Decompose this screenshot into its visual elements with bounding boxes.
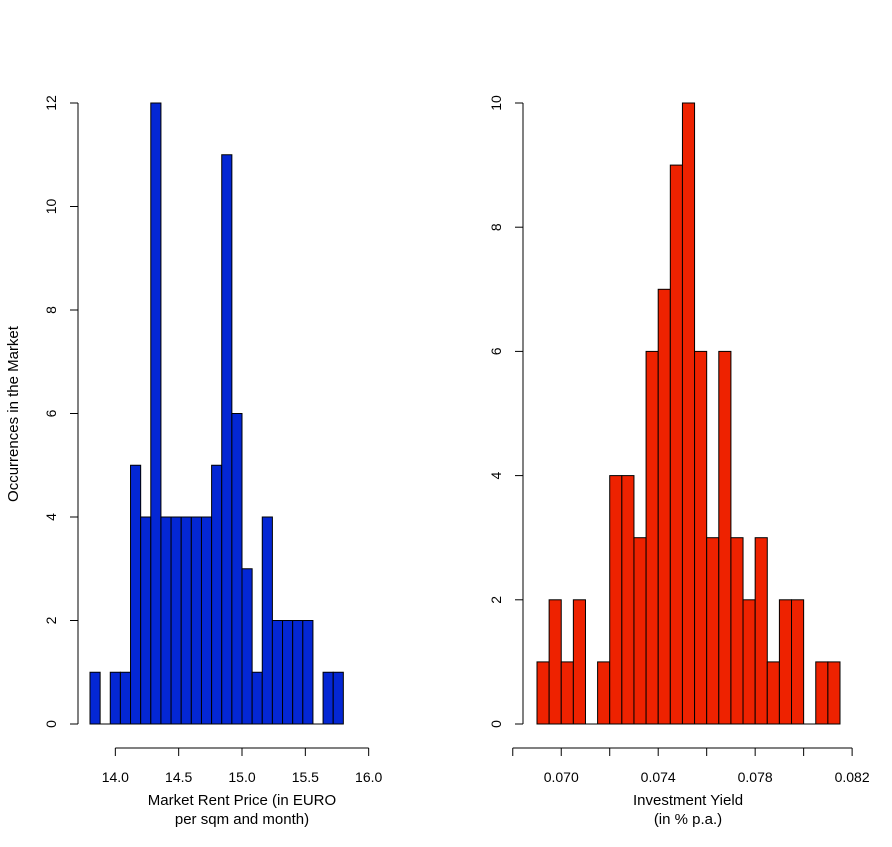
- histogram-bar: [827, 661, 841, 725]
- histogram-bar: [730, 537, 744, 725]
- histogram-bar: [742, 599, 756, 725]
- y-tick-label: 2: [43, 616, 59, 624]
- x-axis-title: Market Rent Price (in EURO: [148, 792, 336, 809]
- y-tick-label: 10: [43, 199, 59, 215]
- x-tick-label: 14.0: [102, 769, 129, 785]
- histogram-bar: [322, 671, 334, 725]
- y-tick-label: 0: [43, 720, 59, 728]
- histogram-bar: [681, 102, 696, 725]
- histogram-bar: [119, 671, 132, 725]
- y-tick-label: 8: [43, 306, 59, 314]
- y-tick-label: 0: [488, 720, 504, 728]
- histogram-bar: [109, 671, 121, 725]
- x-axis-title: per sqm and month): [175, 811, 309, 828]
- histogram-bar: [231, 413, 243, 725]
- histogram-bar: [261, 516, 273, 725]
- y-tick-label: 2: [488, 596, 504, 604]
- histogram-bar: [633, 537, 647, 725]
- histogram-bar: [282, 620, 294, 725]
- x-axis-title: Investment Yield: [633, 792, 743, 809]
- histogram-bar: [766, 661, 780, 725]
- x-tick-label: 0.074: [641, 769, 676, 785]
- x-tick-label: 16.0: [355, 769, 382, 785]
- y-tick-label: 6: [43, 409, 59, 417]
- histogram-bar: [778, 599, 793, 725]
- histogram-bar: [560, 661, 574, 725]
- histogram-bar: [251, 671, 263, 725]
- x-tick-label: 0.082: [835, 769, 870, 785]
- x-tick-label: 15.5: [292, 769, 319, 785]
- x-axis-title: (in % p.a.): [654, 811, 722, 828]
- histogram-bar: [706, 537, 720, 725]
- histogram-bar: [241, 568, 253, 725]
- histogram-bar: [160, 516, 172, 725]
- investment-yield-histogram: 0.070 0.074 0.078 0.082 0 2 4 6 8 10 Investment Yi…: [488, 95, 870, 828]
- histogram-bar: [180, 516, 192, 725]
- histogram-bar: [536, 661, 550, 725]
- histogram-bar: [621, 475, 635, 725]
- y-tick-label: 4: [43, 513, 59, 521]
- histogram-bar: [200, 516, 213, 725]
- histogram-bar: [669, 164, 683, 725]
- histogram-bar: [292, 620, 304, 725]
- histogram-bar: [609, 475, 623, 725]
- x-tick-label: 0.078: [738, 769, 773, 785]
- histogram-bar: [791, 599, 805, 725]
- y-tick-label: 4: [488, 471, 504, 479]
- y-tick-label: 8: [488, 223, 504, 231]
- histogram-bar: [548, 599, 562, 725]
- y-axis-title: Occurrences in the Market: [5, 325, 22, 502]
- histogram-bar: [140, 516, 152, 725]
- histogram-bar: [221, 154, 233, 725]
- histogram-bar: [657, 288, 671, 725]
- histogram-bar: [815, 661, 829, 725]
- histogram-bar: [597, 661, 611, 725]
- histogram-bar: [271, 620, 284, 725]
- histogram-bar: [302, 620, 314, 725]
- histogram-bar: [645, 350, 659, 725]
- histogram-bar: [211, 464, 223, 725]
- histogram-bar: [150, 102, 162, 725]
- y-tick-label: 12: [43, 95, 59, 111]
- histogram-bar: [718, 350, 732, 725]
- histogram-bar: [130, 464, 142, 725]
- rent-price-histogram: 14.0 14.5 15.0 15.5 16.0 0 2 4 6 8 10 12 Market Rent…: [5, 95, 383, 828]
- y-tick-label: 6: [488, 347, 504, 355]
- histogram-bar: [170, 516, 182, 725]
- histogram-bar: [190, 516, 202, 725]
- x-tick-label: 0.070: [544, 769, 579, 785]
- x-tick-label: 14.5: [165, 769, 192, 785]
- histogram-bar: [694, 350, 708, 725]
- histogram-bar: [332, 671, 344, 725]
- histogram-bar: [572, 599, 586, 725]
- histogram-bar: [89, 671, 101, 725]
- histogram-bar: [754, 537, 768, 725]
- x-tick-label: 15.0: [228, 769, 255, 785]
- y-tick-label: 10: [488, 95, 504, 111]
